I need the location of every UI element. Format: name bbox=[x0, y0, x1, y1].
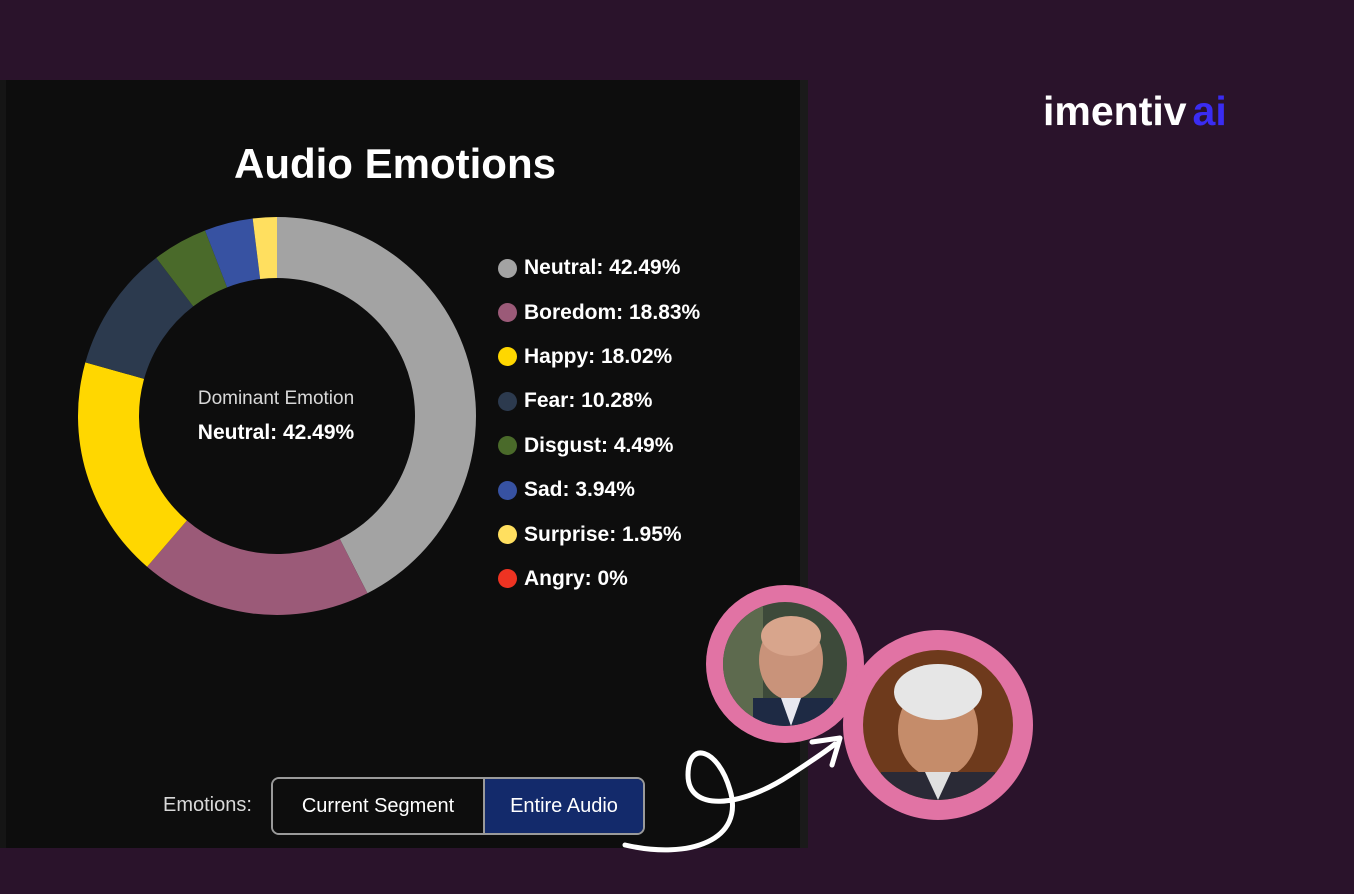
slice-disgust bbox=[156, 230, 228, 307]
legend-label: Sad: 3.94% bbox=[524, 478, 635, 502]
legend-swatch bbox=[498, 258, 517, 278]
legend-label: Happy: 18.02% bbox=[524, 344, 673, 368]
brand-suffix: ai bbox=[1192, 88, 1227, 134]
legend-item-fear: Fear: 10.28% bbox=[498, 379, 700, 423]
legend-label: Disgust: 4.49% bbox=[524, 433, 674, 457]
white-haired-man-portrait-icon bbox=[863, 650, 1013, 800]
legend-swatch bbox=[498, 347, 517, 367]
legend-item-sad: Sad: 3.94% bbox=[498, 468, 700, 512]
legend-item-angry: Angry: 0% bbox=[498, 557, 700, 601]
imentiv-logo: imentiv ai bbox=[1043, 88, 1227, 135]
legend-item-surprise: Surprise: 1.95% bbox=[498, 512, 700, 556]
slice-fear bbox=[85, 257, 194, 379]
legend-item-happy: Happy: 18.02% bbox=[498, 335, 700, 379]
legend-label: Angry: 0% bbox=[524, 566, 628, 590]
legend-item-boredom: Boredom: 18.83% bbox=[498, 290, 700, 334]
slice-boredom bbox=[147, 520, 368, 615]
bald-man-portrait-icon bbox=[723, 602, 847, 726]
legend-swatch bbox=[498, 480, 517, 500]
slice-sad bbox=[205, 218, 261, 288]
entire-audio-button[interactable]: Entire Audio bbox=[485, 779, 643, 833]
legend-swatch bbox=[498, 436, 517, 456]
dominant-emotion-value: Neutral: 42.49% bbox=[197, 421, 355, 444]
dominant-emotion-label: Dominant Emotion bbox=[197, 388, 355, 409]
panel-left-edge bbox=[0, 80, 6, 848]
legend-item-disgust: Disgust: 4.49% bbox=[498, 424, 700, 468]
legend-swatch bbox=[498, 391, 517, 411]
slice-neutral bbox=[277, 217, 477, 594]
current-segment-button[interactable]: Current Segment bbox=[273, 779, 485, 833]
brand-name: imentiv bbox=[1043, 88, 1187, 134]
emotions-toggle: Current Segment Entire Audio bbox=[271, 777, 645, 835]
slice-happy bbox=[77, 362, 187, 567]
slice-surprise bbox=[252, 217, 277, 280]
legend-label: Boredom: 18.83% bbox=[524, 300, 701, 324]
legend-swatch bbox=[498, 525, 517, 545]
legend-swatch bbox=[498, 303, 517, 323]
legend-label: Fear: 10.28% bbox=[524, 389, 653, 413]
person-white-hair-avatar bbox=[843, 630, 1033, 820]
chart-title: Audio Emotions bbox=[234, 140, 556, 187]
emotions-label: Emotions: bbox=[163, 794, 252, 816]
legend-label: Neutral: 42.49% bbox=[524, 256, 681, 280]
chart-legend: Neutral: 42.49% Boredom: 18.83% Happy: 18.… bbox=[498, 246, 700, 601]
legend-label: Surprise: 1.95% bbox=[524, 522, 682, 546]
legend-swatch bbox=[498, 569, 517, 589]
legend-item-neutral: Neutral: 42.49% bbox=[498, 246, 700, 290]
panel-right-edge bbox=[800, 80, 808, 848]
person-bald-avatar bbox=[706, 585, 864, 743]
